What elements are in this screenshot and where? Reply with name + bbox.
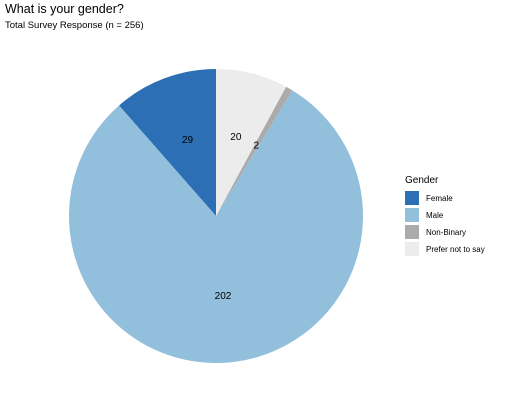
slice-label-female: 29 [182, 135, 194, 146]
legend: Gender Female Male Non-Binary Prefer not to… [405, 175, 485, 258]
pie-slice-non-binary [216, 86, 293, 216]
chart-title: What is your gender? [5, 2, 124, 16]
legend-item-non-binary: Non-Binary [405, 224, 485, 240]
legend-items: Female Male Non-Binary Prefer not to say [405, 190, 485, 257]
legend-swatch-male [405, 208, 419, 222]
slice-label-non-binary: 2 [253, 140, 259, 151]
legend-label-prefer-not-to-say: Prefer not to say [426, 244, 485, 254]
legend-item-prefer-not-to-say: Prefer not to say [405, 241, 485, 257]
legend-label-female: Female [426, 193, 453, 203]
slice-label-prefer-not-to-say: 20 [230, 132, 242, 143]
pie-slice-prefer-not-to-say [216, 69, 287, 216]
pie-slice-labels: 29 202 2 20 [182, 132, 260, 302]
legend-item-male: Male [405, 207, 485, 223]
legend-label-non-binary: Non-Binary [426, 227, 467, 237]
slice-label-male: 202 [215, 291, 232, 302]
legend-title: Gender [405, 175, 439, 186]
legend-item-female: Female [405, 190, 485, 206]
pie-slice-male [68, 90, 364, 364]
pie-slice-female [119, 69, 216, 216]
legend-label-male: Male [426, 210, 444, 220]
legend-swatch-female [405, 191, 419, 205]
legend-swatch-prefer-not-to-say [405, 242, 419, 256]
legend-swatch-non-binary [405, 225, 419, 239]
chart-subtitle: Total Survey Response (n = 256) [5, 20, 144, 31]
pie-slices [68, 69, 364, 364]
